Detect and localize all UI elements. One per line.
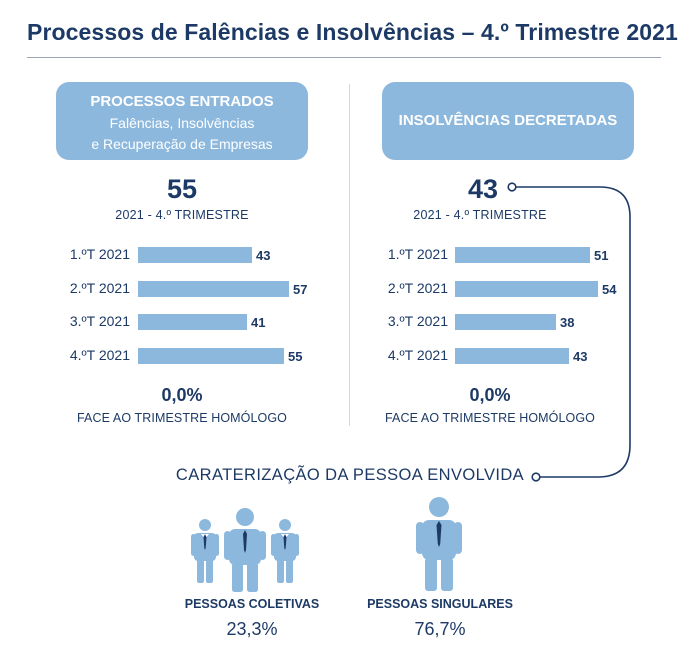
pessoas-singulares-label: PESSOAS SINGULARES xyxy=(367,597,513,611)
bar xyxy=(455,348,569,364)
bar-value-label: 55 xyxy=(288,349,303,364)
bar-value-label: 57 xyxy=(293,282,308,297)
connector-start-dot xyxy=(507,182,517,192)
bar xyxy=(455,314,556,330)
bar-category-label: 2.ºT 2021 xyxy=(387,280,448,296)
processos-entrados-header: PROCESSOS ENTRADOS Falências, Insolvênci… xyxy=(56,82,308,160)
header-subtitle-line2: e Recuperação de Empresas xyxy=(91,136,273,152)
header-title: PROCESSOS ENTRADOS xyxy=(90,93,274,110)
pessoas-coletivas-value: 23,3% xyxy=(226,619,278,639)
bar-category-label: 1.ºT 2021 xyxy=(69,246,130,262)
header-title: INSOLVÊNCIAS DECRETADAS xyxy=(398,112,618,129)
header-subtitle-line1: Falências, Insolvências xyxy=(109,115,255,131)
bar xyxy=(138,314,247,330)
column-divider xyxy=(349,84,350,426)
person-icon xyxy=(416,497,462,591)
bar-category-label: 4.ºT 2021 xyxy=(387,347,448,363)
processos-entrados-change: 0,0% xyxy=(161,385,203,405)
title-divider xyxy=(27,57,661,58)
bar xyxy=(455,281,598,297)
bar xyxy=(138,281,289,297)
pessoas-coletivas-label: PESSOAS COLETIVAS xyxy=(184,597,320,611)
connector-end-dot xyxy=(531,472,541,482)
bar-value-label: 43 xyxy=(256,248,271,263)
insolvencias-decretadas-change: 0,0% xyxy=(469,385,511,405)
processos-entrados-change-label: FACE AO TRIMESTRE HOMÓLOGO xyxy=(76,411,288,425)
insolvencias-decretadas-header: INSOLVÊNCIAS DECRETADAS xyxy=(382,82,634,160)
bar-value-label: 51 xyxy=(594,248,609,263)
bar-value-label: 54 xyxy=(602,282,617,297)
bar-value-label: 43 xyxy=(573,349,588,364)
insolvencias-decretadas-period: 2021 - 4.º TRIMESTRE xyxy=(413,208,547,222)
bar-category-label: 4.ºT 2021 xyxy=(69,347,130,363)
bar xyxy=(138,348,284,364)
bar xyxy=(455,247,590,263)
processos-entrados-total: 55 xyxy=(166,174,198,204)
page-title: Processos de Falências e Insolvências – … xyxy=(27,19,678,45)
people-group-icon xyxy=(191,508,299,592)
bar-value-label: 38 xyxy=(560,315,575,330)
bar-category-label: 3.ºT 2021 xyxy=(387,313,448,329)
pessoas-singulares-value: 76,7% xyxy=(414,619,466,639)
bar-category-label: 3.ºT 2021 xyxy=(69,313,130,329)
insolvencias-decretadas-total: 43 xyxy=(467,174,499,204)
bar-category-label: 1.ºT 2021 xyxy=(387,246,448,262)
processos-entrados-period: 2021 - 4.º TRIMESTRE xyxy=(115,208,249,222)
bar xyxy=(138,247,252,263)
bar-category-label: 2.ºT 2021 xyxy=(69,280,130,296)
characterization-title: CARATERIZAÇÃO DA PESSOA ENVOLVIDA xyxy=(175,466,525,484)
insolvencias-decretadas-change-label: FACE AO TRIMESTRE HOMÓLOGO xyxy=(384,411,596,425)
bar-value-label: 41 xyxy=(251,315,266,330)
